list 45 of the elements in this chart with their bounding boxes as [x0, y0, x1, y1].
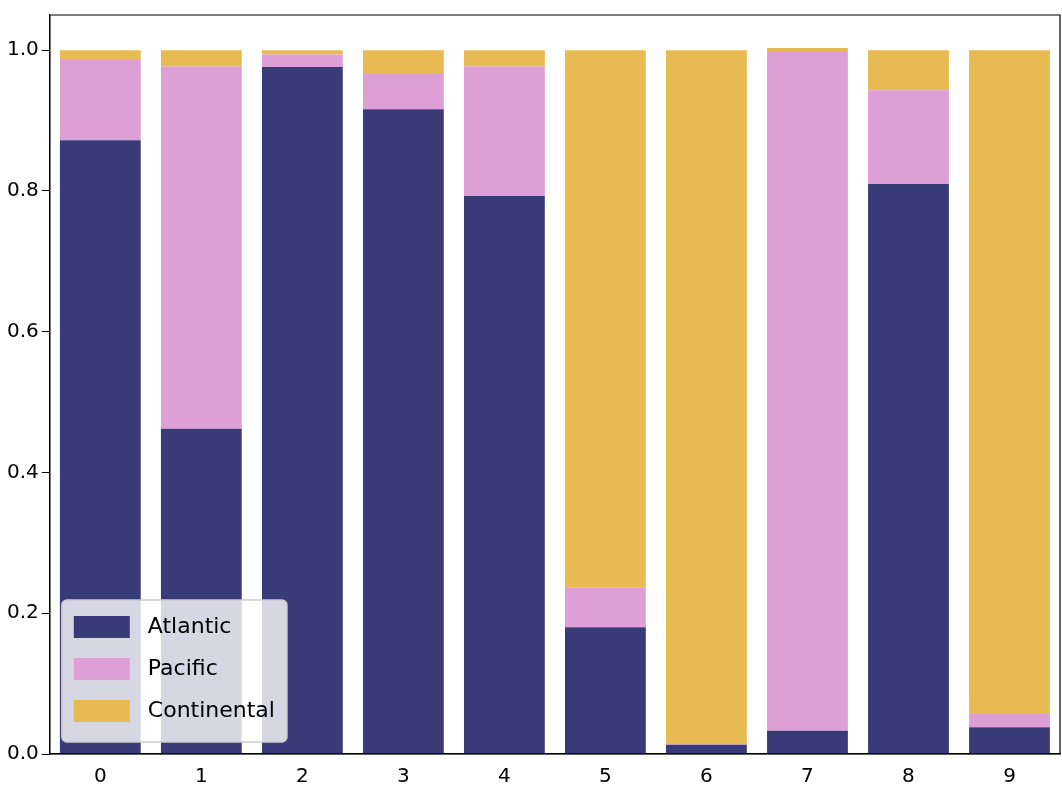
bar [362, 50, 444, 75]
y-tick-label: 0.0 [6, 740, 39, 765]
bar [666, 744, 747, 754]
bar [767, 48, 848, 51]
y-tick-label: 0.4 [6, 458, 39, 483]
x-tick-label: 3 [397, 763, 410, 788]
bar [666, 50, 747, 745]
bar [463, 66, 545, 196]
y-tick-label: 0.2 [6, 599, 39, 624]
bar [767, 50, 848, 731]
y-tick-label: 0.6 [6, 317, 39, 342]
x-tick-label: 8 [902, 763, 915, 788]
bar [59, 60, 141, 141]
bar [463, 50, 545, 67]
bar [565, 627, 646, 754]
bar [868, 50, 949, 91]
x-tick-label: 0 [93, 763, 107, 788]
x-tick-label: 1 [194, 763, 208, 788]
bar [868, 90, 949, 184]
x-tick-label: 5 [599, 763, 612, 788]
bar [969, 727, 1050, 754]
bar [868, 183, 949, 754]
bar [59, 50, 141, 61]
bar [261, 54, 343, 68]
legend-label: Continental [147, 696, 275, 722]
bar [565, 50, 646, 588]
x-tick-label: 4 [498, 763, 511, 788]
bar [160, 50, 242, 67]
bar [160, 66, 242, 429]
bar [969, 50, 1050, 714]
bar [261, 50, 343, 55]
bar [969, 713, 1050, 728]
bar [767, 730, 848, 754]
x-tick-label: 7 [801, 763, 814, 788]
bar [565, 587, 646, 628]
y-tick-label: 1.0 [6, 36, 39, 61]
x-tick-label: 6 [700, 763, 713, 788]
y-tick-label: 0.8 [6, 177, 39, 202]
bar [362, 109, 444, 754]
x-tick-label: 9 [1003, 763, 1016, 788]
bar [463, 195, 545, 754]
legend-label: Pacific [147, 654, 218, 680]
bar [362, 74, 444, 110]
legend-label: Atlantic [147, 612, 232, 638]
x-tick-label: 2 [295, 763, 309, 788]
